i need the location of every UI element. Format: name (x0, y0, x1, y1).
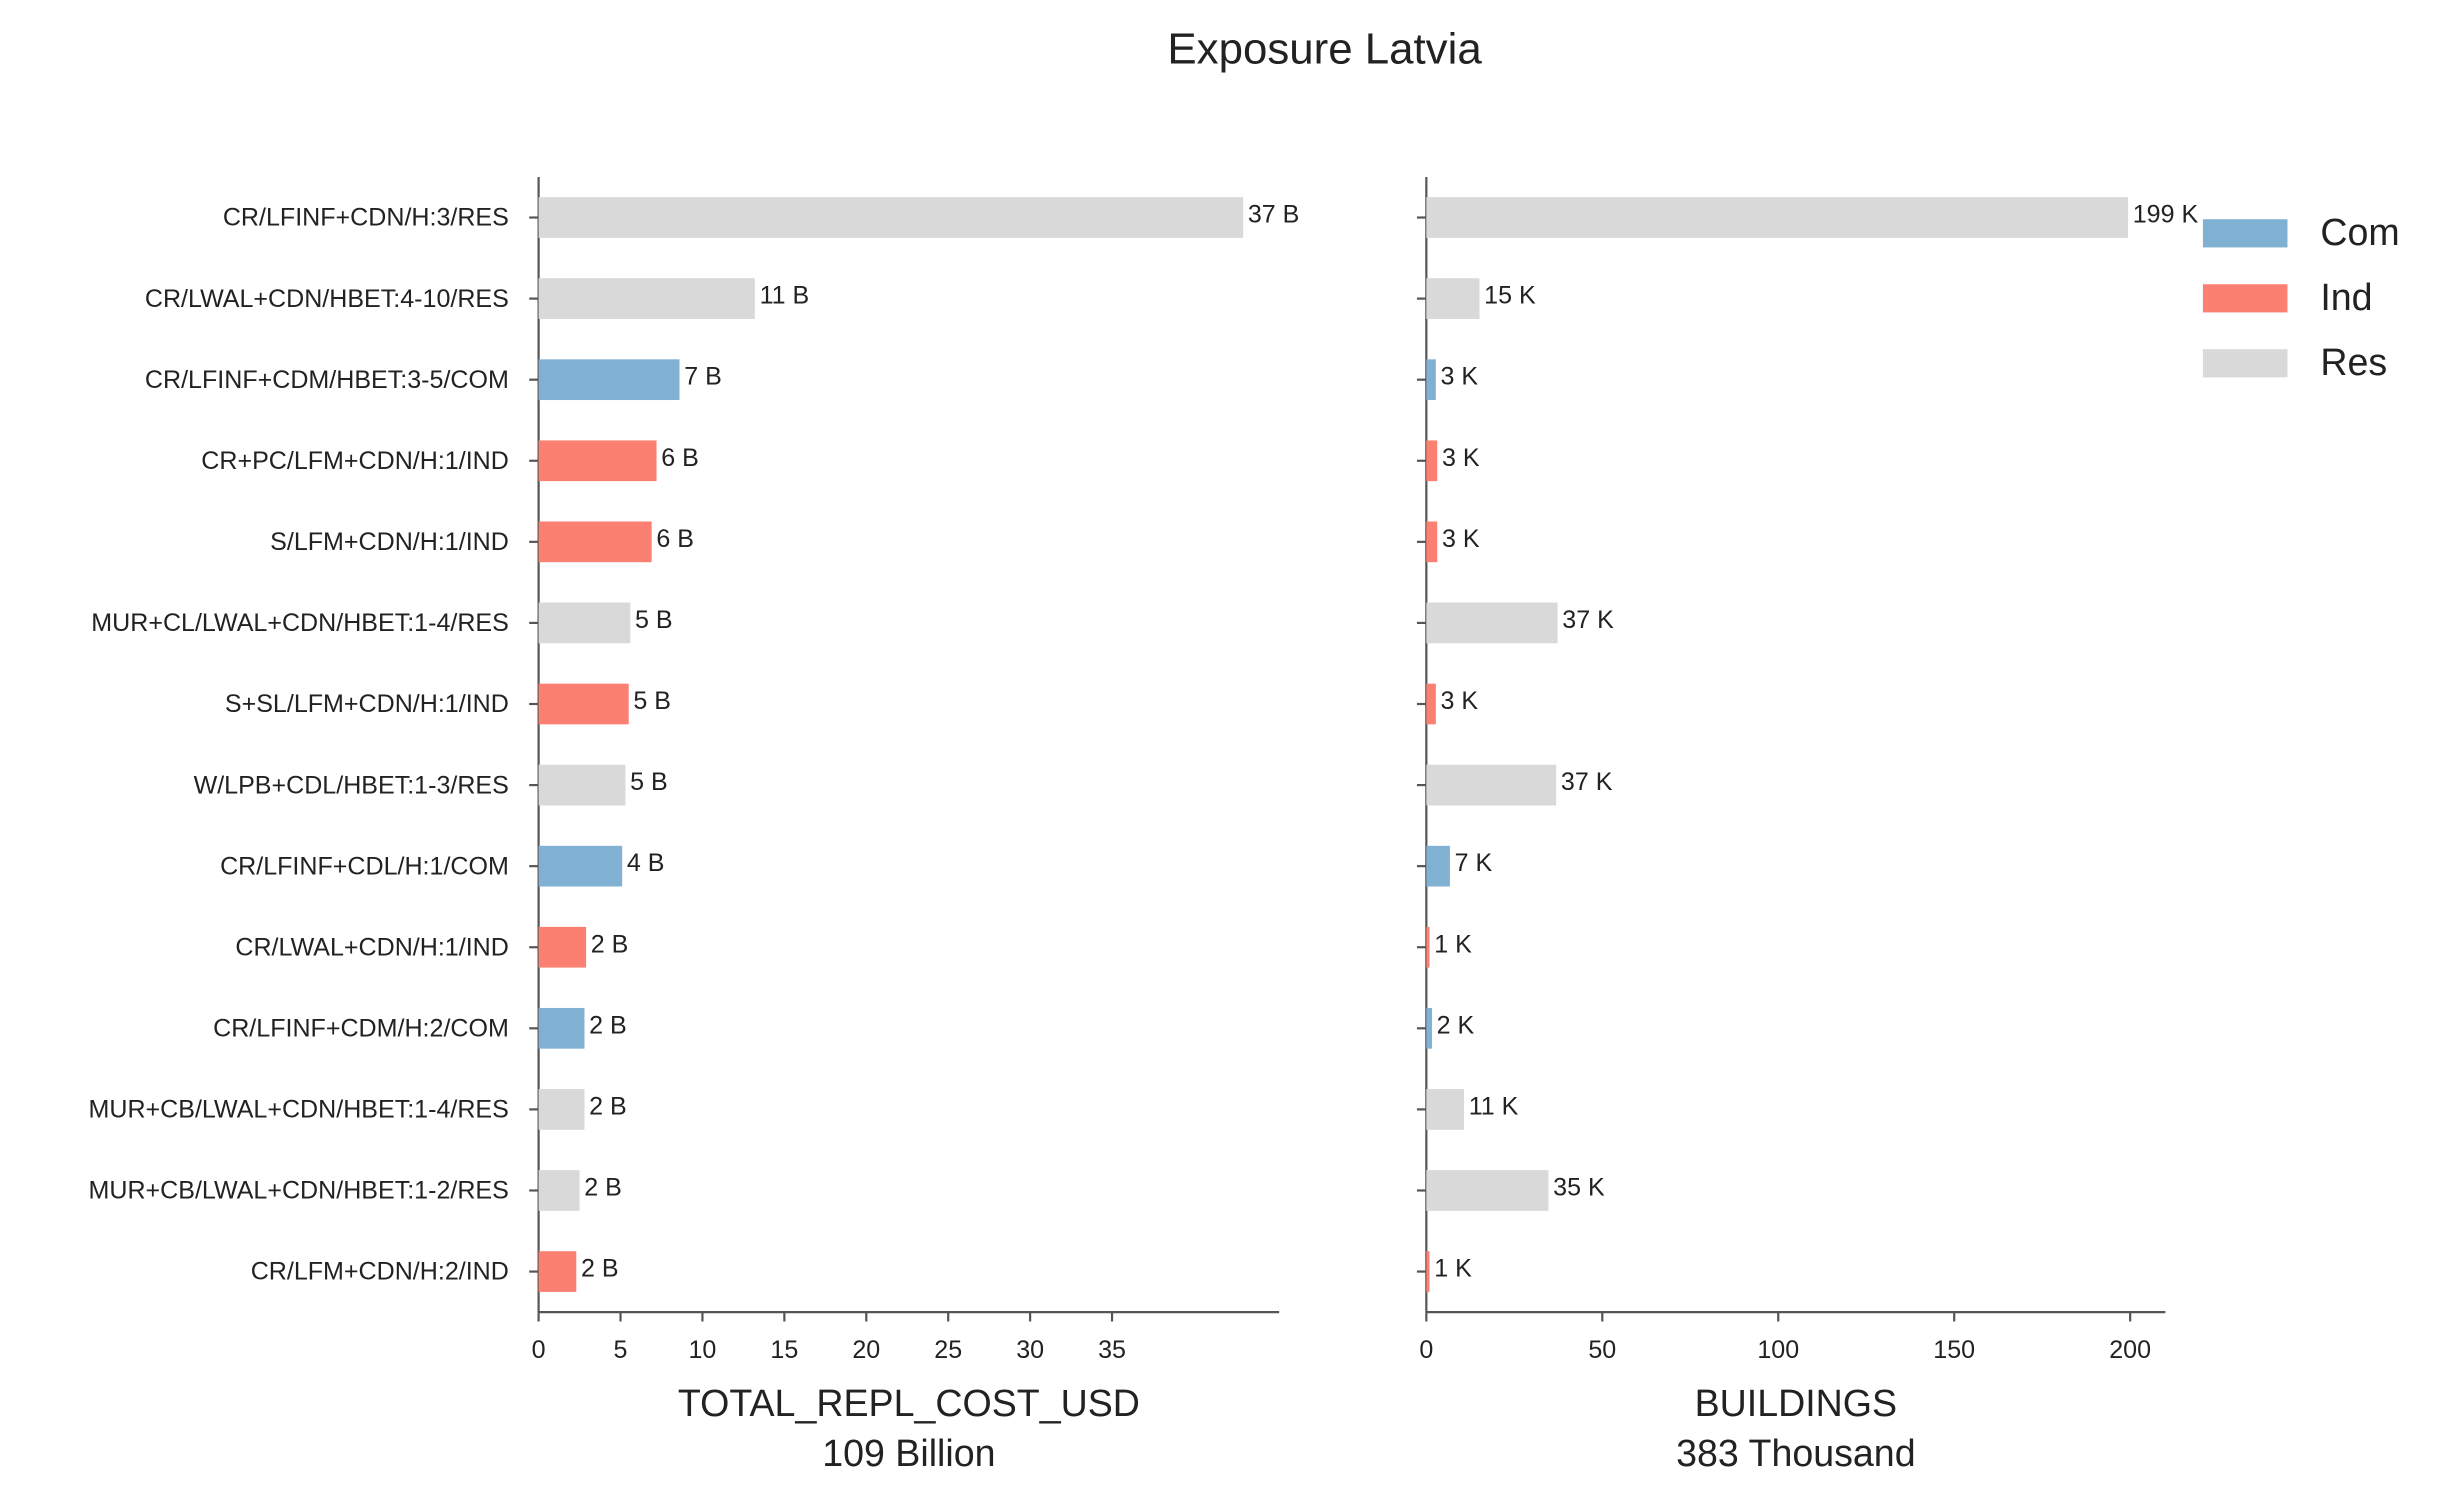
value-label: 4 B (627, 849, 665, 877)
x-tick-label: 20 (852, 1336, 880, 1364)
value-label: 6 B (661, 444, 699, 472)
value-label: 37 K (1562, 606, 1614, 634)
legend-swatch (2202, 284, 2288, 313)
y-tick-label: CR/LWAL+CDN/H:1/IND (235, 933, 508, 961)
value-label: 2 B (589, 1092, 627, 1120)
value-label: 5 B (630, 768, 668, 796)
value-label: 11 B (760, 282, 810, 310)
bar (538, 926, 587, 968)
bar (538, 197, 1244, 238)
value-label: 7 B (684, 363, 722, 391)
value-label: 6 B (656, 525, 694, 553)
x-axis-label: BUILDINGS (1695, 1382, 1897, 1424)
x-tick-label: 200 (2109, 1336, 2151, 1364)
value-label: 11 K (1469, 1092, 1519, 1120)
bar (538, 764, 626, 806)
value-label: 7 K (1455, 849, 1493, 877)
bar (1426, 1089, 1464, 1130)
bar (1426, 602, 1558, 644)
bar (538, 521, 652, 563)
value-label: 3 K (1442, 444, 1480, 472)
bar (538, 1089, 585, 1130)
legend-swatch (2202, 349, 2288, 378)
value-label: 2 B (581, 1255, 619, 1283)
y-tick-label: MUR+CL/LWAL+CDN/HBET:1-4/RES (91, 609, 509, 637)
value-label: 5 B (633, 687, 671, 715)
chart-title: Exposure Latvia (1167, 24, 1482, 73)
value-label: 35 K (1553, 1174, 1605, 1202)
value-label: 1 K (1434, 930, 1472, 958)
value-label: 3 K (1441, 687, 1479, 715)
x-tick-label: 50 (1588, 1336, 1616, 1364)
x-tick-label: 25 (934, 1336, 962, 1364)
value-label: 199 K (2133, 201, 2199, 229)
x-tick-label: 0 (1419, 1336, 1433, 1364)
bar (1426, 359, 1436, 401)
x-tick-label: 150 (1933, 1336, 1975, 1364)
bar (1426, 926, 1430, 968)
value-label: 37 B (1248, 201, 1300, 229)
x-axis-label: 109 Billion (822, 1432, 995, 1474)
bar (538, 602, 631, 644)
bar (1426, 764, 1557, 806)
bar (1426, 1007, 1432, 1049)
value-label: 3 K (1441, 363, 1479, 391)
value-label: 2 B (584, 1174, 622, 1202)
bar (1426, 1251, 1430, 1292)
value-label: 3 K (1442, 525, 1480, 553)
bar (538, 278, 755, 319)
y-tick-label: CR/LFINF+CDN/H:3/RES (223, 204, 509, 232)
y-tick-label: S/LFM+CDN/H:1/IND (270, 528, 509, 556)
legend-label: Res (2320, 341, 2387, 383)
x-tick-label: 10 (689, 1336, 717, 1364)
bar (538, 1007, 585, 1049)
y-tick-label: MUR+CB/LWAL+CDN/HBET:1-2/RES (89, 1177, 509, 1205)
y-tick-label: MUR+CB/LWAL+CDN/HBET:1-4/RES (89, 1096, 509, 1124)
x-tick-label: 5 (614, 1336, 628, 1364)
legend-label: Com (2320, 211, 2399, 253)
bar (538, 1251, 577, 1292)
value-label: 15 K (1484, 282, 1536, 310)
bar (538, 359, 680, 401)
bar (1426, 845, 1450, 887)
bar (1426, 683, 1436, 725)
x-axis-label: TOTAL_REPL_COST_USD (678, 1382, 1140, 1424)
bar (1426, 521, 1438, 563)
bar (1426, 278, 1480, 319)
y-tick-label: CR/LFINF+CDL/H:1/COM (220, 852, 509, 880)
value-label: 2 K (1437, 1011, 1475, 1039)
value-label: 1 K (1434, 1255, 1472, 1283)
y-tick-label: CR/LFINF+CDM/HBET:3-5/COM (145, 366, 509, 394)
y-tick-label: CR/LFINF+CDM/H:2/COM (213, 1015, 509, 1043)
bar (538, 440, 657, 482)
value-label: 2 B (591, 930, 629, 958)
y-tick-label: CR/LFM+CDN/H:2/IND (251, 1258, 509, 1286)
value-label: 37 K (1561, 768, 1613, 796)
legend-swatch (2202, 219, 2288, 248)
x-tick-label: 0 (532, 1336, 546, 1364)
x-tick-label: 15 (770, 1336, 798, 1364)
y-tick-label: CR+PC/LFM+CDN/H:1/IND (201, 447, 509, 475)
bar (1426, 1170, 1549, 1211)
value-label: 2 B (589, 1011, 627, 1039)
x-tick-label: 100 (1757, 1336, 1799, 1364)
x-tick-label: 35 (1098, 1336, 1126, 1364)
bar (538, 845, 623, 887)
legend-label: Ind (2320, 276, 2372, 318)
y-tick-label: W/LPB+CDL/HBET:1-3/RES (194, 771, 509, 799)
y-tick-label: S+SL/LFM+CDN/H:1/IND (225, 690, 509, 718)
bar (1426, 440, 1438, 482)
y-tick-label: CR/LWAL+CDN/HBET:4-10/RES (145, 285, 509, 313)
bar (538, 1170, 580, 1211)
x-axis-label: 383 Thousand (1676, 1432, 1915, 1474)
bar (538, 683, 629, 725)
x-tick-label: 30 (1016, 1336, 1044, 1364)
bar (1426, 197, 2129, 238)
value-label: 5 B (635, 606, 673, 634)
